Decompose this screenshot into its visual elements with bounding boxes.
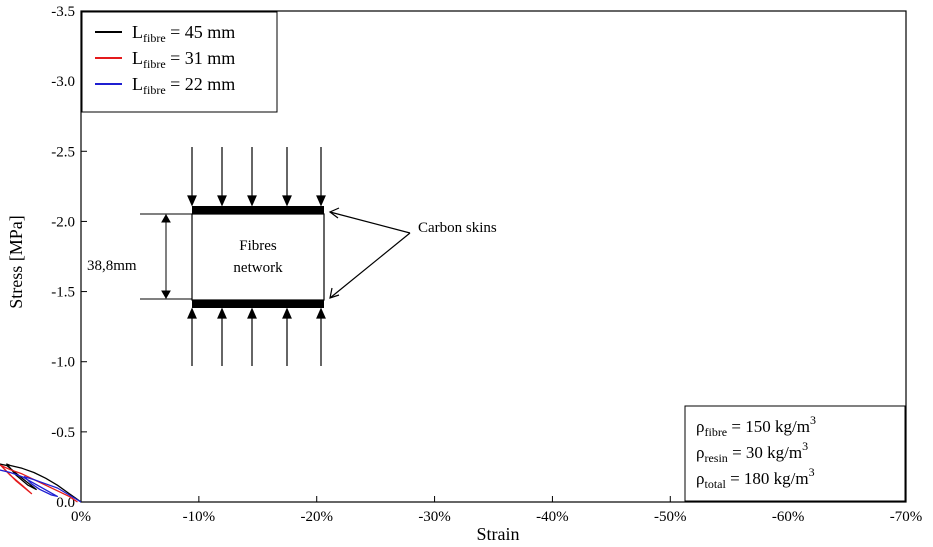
carbon-skins-label: Carbon skins [418, 220, 497, 236]
y-tick-label: 0.0 [56, 495, 75, 511]
x-tick-label: -10% [183, 509, 216, 525]
fibres-network-core [191, 213, 325, 301]
x-tick-label: -20% [300, 509, 333, 525]
y-tick-label: -1.5 [51, 285, 75, 301]
y-tick-label: -1.0 [51, 355, 75, 371]
top-carbon-skin [192, 206, 324, 215]
x-tick-label: 0% [71, 509, 91, 525]
sandwich-schematic: Fibres network 38,8mm Carbon skins [87, 147, 497, 366]
series-line-2 [0, 464, 78, 503]
x-tick-label: -30% [418, 509, 451, 525]
top-load-arrows [187, 147, 326, 207]
y-axis: 0.0 -0.5 -1.0 -1.5 -2.0 -2.5 -3.0 -3.5 [51, 4, 87, 511]
x-axis-title: Strain [477, 524, 520, 544]
thickness-dimension [140, 213, 192, 300]
y-tick-label: -0.5 [51, 425, 75, 441]
plot-frame [80, 10, 907, 503]
core-label-line1: Fibres [239, 238, 277, 254]
y-tick-label: -2.0 [51, 214, 75, 230]
skins-pointers [328, 207, 411, 299]
bottom-load-arrows [187, 307, 326, 366]
density-box-frame [684, 405, 906, 502]
legend-label-3: Lfibre = 22 mm [132, 74, 235, 97]
bottom-carbon-skin [192, 299, 324, 308]
legend-box [81, 11, 278, 113]
x-axis: 0% -10% -20% -30% -40% -50% -60% -70% [71, 496, 922, 525]
y-tick-label: -3.0 [51, 74, 75, 90]
legend-label-2: Lfibre = 31 mm [132, 48, 235, 71]
series-line-1 [0, 463, 82, 503]
y-tick-label: -2.5 [51, 144, 75, 160]
x-tick-label: -50% [654, 509, 687, 525]
density-entry-3: ρtotal = 180 kg/m3 [696, 465, 815, 491]
y-axis-title: Stress [MPa] [6, 215, 26, 309]
y-tick-label: -3.5 [51, 4, 75, 20]
legend-label-1: Lfibre = 45 mm [132, 22, 235, 45]
series-line-3 [0, 469, 82, 503]
series-lines [0, 463, 82, 503]
x-tick-label: -70% [890, 509, 923, 525]
x-tick-label: -40% [536, 509, 569, 525]
legend: Lfibre = 45 mm Lfibre = 31 mm Lfibre = 22 … [81, 11, 278, 113]
density-entry-1: ρfibre = 150 kg/m3 [696, 413, 816, 439]
density-entry-2: ρresin = 30 kg/m3 [696, 439, 808, 465]
thickness-label: 38,8mm [87, 258, 137, 274]
core-label-line2: network [233, 260, 283, 276]
x-tick-label: -60% [772, 509, 805, 525]
